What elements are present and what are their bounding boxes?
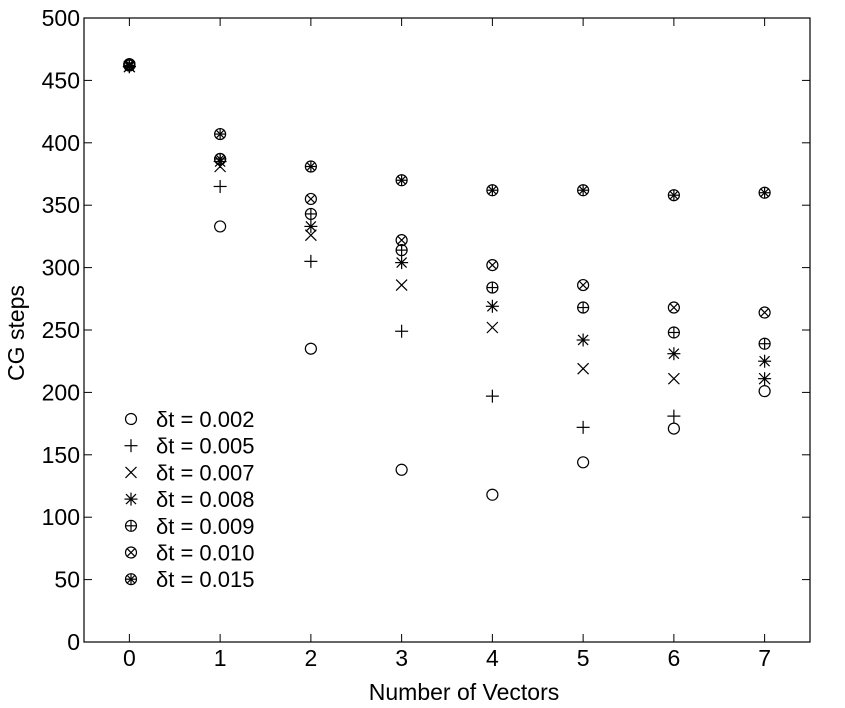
- legend-marker: [124, 519, 138, 532]
- data-point: [667, 301, 680, 314]
- data-point: [577, 456, 590, 469]
- data-point: [486, 184, 499, 197]
- y-tick-label: 0: [67, 629, 80, 655]
- data-point: [576, 333, 590, 347]
- data-point: [758, 372, 771, 385]
- legend-label: δt = 0.009: [156, 514, 254, 539]
- x-tick-label: 4: [486, 645, 499, 671]
- legend-label: δt = 0.007: [156, 460, 254, 485]
- data-point: [214, 127, 227, 141]
- legend-marker: [124, 546, 138, 559]
- data-point: [667, 347, 681, 361]
- data-point: [304, 160, 317, 173]
- data-point: [486, 281, 499, 294]
- data-point: [395, 244, 408, 257]
- legend-label: δt = 0.010: [156, 541, 254, 566]
- data-point: [304, 229, 317, 242]
- x-tick-label: 5: [577, 645, 590, 671]
- data-point: [486, 488, 499, 501]
- data-point: [758, 385, 771, 398]
- data-point: [395, 463, 408, 476]
- legend-marker: [124, 439, 138, 453]
- data-point: [577, 301, 590, 314]
- data-point: [213, 179, 227, 193]
- x-axis-title: Number of Vectors: [369, 679, 559, 705]
- data-point: [485, 389, 499, 403]
- data-point: [123, 59, 136, 72]
- data-point: [304, 219, 318, 233]
- data-point: [395, 279, 408, 291]
- y-tick-label: 300: [42, 255, 80, 281]
- data-point: [395, 256, 409, 270]
- legend-marker: [124, 573, 138, 586]
- x-tick-label: 0: [123, 645, 136, 671]
- y-tick-label: 150: [42, 442, 80, 468]
- y-tick-label: 100: [42, 504, 80, 530]
- legend-marker: [125, 466, 137, 479]
- x-tick-label: 6: [667, 645, 680, 671]
- legend-marker: [124, 412, 138, 426]
- x-axis-ticks: 0 1 2 3 4 5 6 7: [123, 18, 771, 671]
- data-point: [304, 342, 317, 355]
- data-point: [395, 234, 408, 247]
- data-point: [577, 184, 590, 197]
- y-tick-label: 500: [42, 5, 80, 31]
- data-point: [304, 207, 317, 221]
- legend-label: δt = 0.005: [156, 434, 254, 459]
- x-tick-label: 7: [758, 645, 771, 671]
- data-point: [577, 362, 590, 375]
- data-point: [758, 337, 771, 350]
- data-point: [576, 420, 590, 434]
- x-tick-label: 1: [214, 645, 227, 671]
- data-point: [486, 321, 499, 334]
- data-point: [667, 326, 680, 339]
- data-point: [667, 189, 680, 202]
- data-point: [304, 192, 317, 206]
- x-tick-label: 3: [395, 645, 408, 671]
- data-point: [214, 152, 227, 166]
- y-axis-title: CG steps: [3, 285, 29, 381]
- data-point: [758, 186, 771, 199]
- data-point: [304, 254, 318, 268]
- legend-marker: [124, 492, 138, 506]
- y-axis-ticks: 0 50 100 150 200 250 300 350 400 450 500: [42, 5, 810, 655]
- x-tick-label: 2: [304, 645, 317, 671]
- data-point: [395, 174, 408, 187]
- y-tick-label: 350: [42, 192, 80, 218]
- data-point: [395, 324, 409, 338]
- data-points: [122, 58, 772, 501]
- legend-label: δt = 0.008: [156, 487, 254, 512]
- y-tick-label: 250: [42, 317, 80, 343]
- data-point: [667, 372, 680, 385]
- data-point: [214, 220, 227, 233]
- y-tick-label: 450: [42, 67, 80, 93]
- data-point: [758, 354, 772, 368]
- data-point: [758, 306, 771, 319]
- data-point: [577, 278, 590, 292]
- legend-label: δt = 0.002: [156, 407, 254, 432]
- y-tick-label: 200: [42, 379, 80, 405]
- data-point: [667, 422, 680, 435]
- legend-label: δt = 0.015: [156, 567, 254, 592]
- data-point: [667, 409, 681, 423]
- y-tick-label: 400: [42, 130, 80, 156]
- y-tick-label: 50: [54, 567, 80, 593]
- data-point: [486, 259, 499, 272]
- data-point: [485, 299, 499, 313]
